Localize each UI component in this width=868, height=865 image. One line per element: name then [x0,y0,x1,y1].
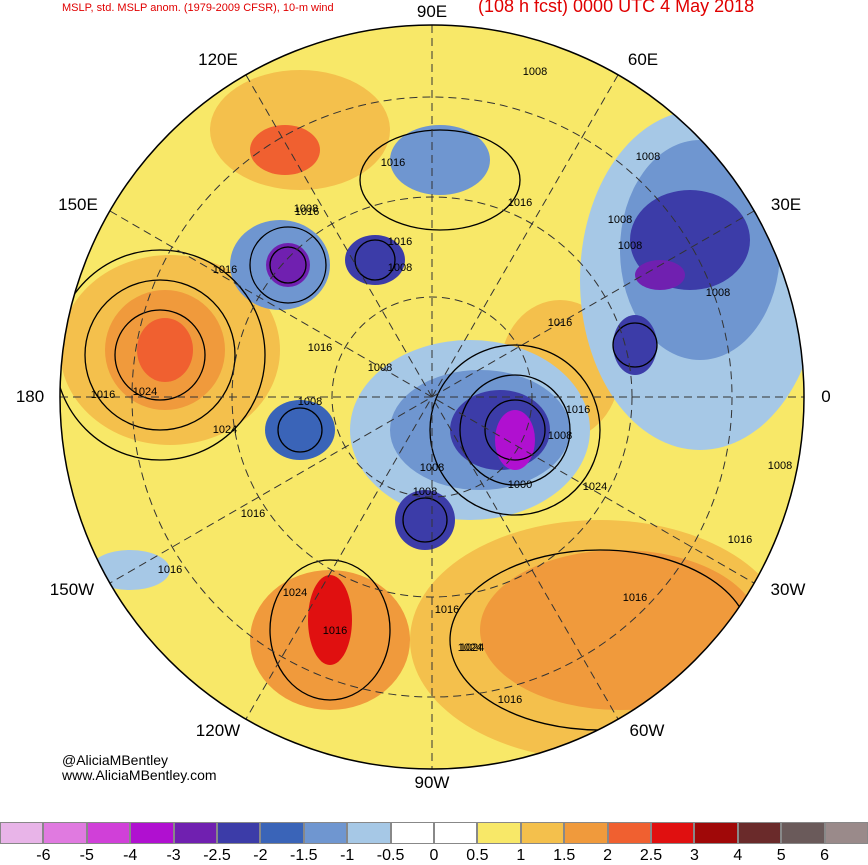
isobar-label: 1016 [212,264,238,276]
colorbar-swatch [564,822,608,844]
colorbar-swatch [0,822,44,844]
colorbar-tick-label: 3 [689,847,699,864]
lon-label-150w: 150W [49,580,95,599]
isobar-label: 1008 [412,486,438,498]
map-svg [59,24,805,770]
isobar-label: 1016 [307,342,333,354]
lon-label-60w: 60W [629,721,665,740]
polar-map [59,24,805,770]
colorbar-tick-label: 0 [429,847,439,864]
isobar-label: 1024 [282,587,308,599]
isobar-label: 1016 [294,206,320,218]
colorbar-tick-label: 2.5 [639,847,663,864]
lon-label-120w: 120W [195,721,241,740]
isobar-label: 1000 [507,479,533,491]
isobar-label: 1008 [547,430,573,442]
isobar-label: 1008 [367,362,393,374]
isobar-label: 1008 [522,66,548,78]
anomaly-field [60,25,804,769]
isobar-label: 1016 [622,592,648,604]
isobar-label: 1016 [157,564,183,576]
isobar-label: 1008 [635,151,661,163]
isobar-label: 1024 [582,481,608,493]
colorbar-swatch [477,822,521,844]
colorbar-tick-label: -2.5 [203,847,231,864]
colorbar-tick-label: 6 [820,847,830,864]
isobar-label: 1008 [767,460,793,472]
colorbar-tick-label: -3 [166,847,181,864]
colorbar-swatch [43,822,87,844]
isobar-label: 1008 [293,203,319,215]
colorbar-swatch [347,822,391,844]
colorbar-tick-label: 1 [516,847,526,864]
map-title: MSLP, std. MSLP anom. (1979-2009 CFSR), … [62,2,334,14]
colorbar-swatch [520,822,565,844]
isobar-label: 1008 [617,240,643,252]
colorbar-tick-label: -4 [123,847,138,864]
colorbar-tick-label: -1.5 [290,847,318,864]
colorbar-tick-label: -0.5 [376,847,405,864]
isobar-label: 1024 [457,642,483,654]
colorbar-swatch [130,822,174,844]
colorbar-swatch [781,822,825,844]
isobar-label: 1016 [387,236,413,248]
colorbar-swatch [651,822,695,844]
lon-label-150e: 150E [58,195,98,214]
isobar-label: 1024 [459,642,485,654]
lon-label-30e: 30E [770,195,802,214]
colorbar-swatch [303,822,348,844]
colorbar-swatch [824,822,868,844]
forecast-time-title: (108 h fcst) 0000 UTC 4 May 2018 [478,0,755,16]
colorbar-swatch [434,822,478,844]
isobar-label: 1008 [705,287,731,299]
isobar-label: 1016 [434,604,460,616]
colorbar-swatch [86,822,131,844]
colorbar-tick-label: -6 [36,847,51,864]
isobar-label: 1016 [547,317,573,329]
lon-label-120e: 120E [198,50,238,69]
isobar-label: 1008 [419,462,445,474]
colorbar-swatch [173,822,217,844]
isobar-label: 1016 [497,694,523,706]
colorbar-swatch [694,822,738,844]
colorbar-tick-label: -1 [340,847,355,864]
credit-handle: @AliciaMBentley [62,752,169,768]
lon-label-0: 0 [821,387,831,406]
colorbar-tick-label: -5 [79,847,94,864]
isobar-label: 1016 [507,197,533,209]
lon-label-90w: 90W [414,773,450,792]
colorbar-tick-label: 1.5 [553,847,576,864]
credit-website: www.AliciaMBentley.com [62,767,217,783]
isobar-label: 1024 [212,424,238,436]
isobar-label: 1016 [380,157,406,169]
isobar-label: 1016 [90,389,116,401]
colorbar-tick-label: 0.5 [466,847,489,864]
isobar-label: 1016 [565,404,591,416]
lon-label-90e: 90E [416,2,448,21]
colorbar-swatch [737,822,782,844]
colorbar-tick-label: 2 [603,847,613,864]
colorbar-tick-label: 4 [733,847,743,864]
colorbar-swatch [217,822,261,844]
lon-label-60e: 60E [627,50,659,69]
colorbar-swatch [607,822,651,844]
isobar-label: 1008 [387,262,413,274]
colorbar-swatch [390,822,434,844]
isobar-label: 1016 [727,534,753,546]
isobar-label: 1008 [607,214,633,226]
colorbar-tick-label: 5 [776,847,786,864]
isobar-label: 1008 [297,396,323,408]
colorbar-tick-label: -2 [253,847,268,864]
isobar-label: 1016 [240,508,266,520]
colorbar [0,822,868,844]
isobar-label: 1024 [132,386,158,398]
isobar-label: 1016 [322,625,348,637]
lon-label-30w: 30W [770,580,806,599]
colorbar-swatch [260,822,304,844]
lon-label-180: 180 [15,387,45,406]
